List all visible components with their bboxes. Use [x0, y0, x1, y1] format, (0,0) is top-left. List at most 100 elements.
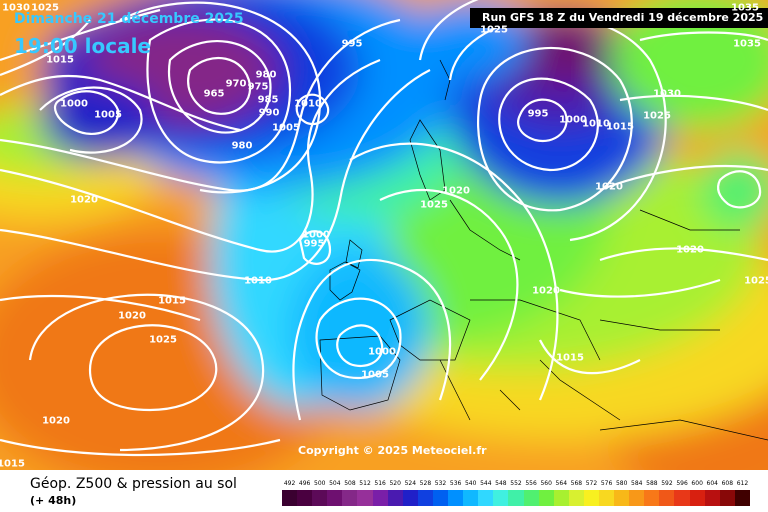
isobar-label: 1020: [42, 415, 70, 427]
scale-swatch: [463, 490, 479, 506]
isobar-label: 985: [257, 94, 279, 106]
isobar-label: 1000: [302, 229, 330, 241]
map-canvas: [0, 0, 768, 470]
scale-tick-label: 592: [661, 480, 673, 487]
scale-tick-label: 572: [585, 480, 598, 487]
scale-tick-label: 556: [525, 480, 537, 487]
isobar-label: 1000: [368, 346, 396, 358]
scale-tick-label: 516: [374, 480, 386, 487]
isobar-label: 1025: [480, 24, 508, 36]
isobar-label: 980: [231, 140, 253, 152]
isobar-label: 1010: [294, 98, 322, 110]
scale-tick-label: 504: [329, 480, 341, 487]
scale-tick-label: 584: [631, 480, 643, 487]
isobar-label: 1030: [2, 2, 30, 14]
scale-swatch: [372, 490, 388, 506]
scale-tick-label: 512: [359, 480, 371, 487]
scale-swatch: [689, 490, 705, 506]
isobar-label: 1015: [556, 352, 584, 364]
scale-swatch: [538, 490, 554, 506]
scale-tick-label: 508: [344, 480, 356, 487]
scale-swatch: [297, 490, 313, 506]
scale-swatch: [583, 490, 599, 506]
isobar-label: 990: [258, 107, 280, 119]
scale-tick-label: 548: [495, 480, 507, 487]
scale-swatch: [719, 490, 735, 506]
isobar-label: 1020: [70, 194, 98, 206]
scale-swatch: [704, 490, 720, 506]
geopotential-map: Dimanche 21 décembre 2025 19:00 locale R…: [0, 0, 768, 470]
scale-swatch: [629, 490, 645, 506]
scale-tick-label: 564: [555, 480, 568, 487]
isobar-label: 1025: [744, 275, 768, 287]
isobar-label: 1035: [733, 38, 761, 50]
map-title: Géop. Z500 & pression au sol: [30, 476, 237, 492]
scale-tick-label: 580: [615, 480, 628, 487]
scale-tick-label: 600: [691, 480, 703, 487]
scale-swatch: [493, 490, 509, 506]
run-label: Run GFS 18 Z du Vendredi 19 décembre 202…: [482, 11, 764, 24]
scale-tick-label: 604: [706, 480, 718, 487]
scale-tick-label: 560: [540, 480, 552, 487]
scale-swatch: [568, 490, 584, 506]
scale-tick-label: 532: [434, 480, 447, 487]
isobar-label: 1025: [643, 110, 671, 122]
scale-swatch: [402, 490, 418, 506]
scale-swatch: [342, 490, 358, 506]
scale-swatch: [508, 490, 524, 506]
scale-tick-label: 540: [464, 480, 477, 487]
isobar-label: 995: [341, 38, 363, 50]
footer-legend: Géop. Z500 & pression au sol (+ 48h) 492…: [0, 470, 768, 512]
isobar-label: 1000: [559, 114, 587, 126]
scale-swatch: [614, 490, 630, 506]
scale-swatch: [327, 490, 343, 506]
isobar-label: 1010: [582, 118, 610, 130]
isobar-label: 1025: [149, 334, 177, 346]
scale-tick-label: 612: [736, 480, 749, 487]
isobar-label: 1005: [272, 122, 300, 134]
isobar-label: 975: [247, 81, 269, 93]
scale-swatch: [432, 490, 449, 506]
scale-swatch: [312, 490, 328, 506]
isobar-label: 965: [203, 88, 225, 100]
isobar-label: 995: [303, 238, 325, 250]
color-scale-bar: [282, 490, 750, 506]
color-scale-labels: 492 496 500 504 508 512 516 520 524 528 532 536 540 5…: [282, 480, 750, 490]
scale-swatch: [282, 490, 298, 506]
isobar-label: 1015: [606, 121, 634, 133]
isobar-label: 1015: [46, 54, 74, 66]
isobar-label: 980: [255, 69, 277, 81]
scale-swatch: [674, 490, 690, 506]
isobar-label: 1025: [31, 2, 59, 14]
geopotential-field: [0, 0, 768, 470]
scale-tick-label: 496: [298, 480, 311, 487]
copyright-text: Copyright © 2025 Meteociel.fr: [298, 444, 487, 457]
isobar-label: 995: [527, 108, 549, 120]
scale-swatch: [553, 490, 569, 506]
isobar-label: 1020: [532, 285, 560, 297]
scale-tick-label: 568: [570, 480, 583, 487]
isobar-label: 1020: [595, 181, 623, 193]
valid-date: Dimanche 21 décembre 2025: [14, 11, 244, 27]
scale-swatch: [417, 490, 433, 506]
isobar-label: 1020: [676, 244, 704, 256]
scale-tick-label: 576: [600, 480, 613, 487]
scale-tick-label: 500: [314, 480, 326, 487]
scale-swatch: [448, 490, 464, 506]
scale-swatch: [478, 490, 494, 506]
run-info-box: Run GFS 18 Z du Vendredi 19 décembre 202…: [470, 8, 768, 28]
scale-tick-label: 536: [449, 480, 462, 487]
scale-tick-label: 524: [404, 480, 417, 487]
isobar-label: 1005: [94, 109, 122, 121]
scale-swatch: [644, 490, 660, 506]
isobar-label: 1010: [244, 275, 272, 287]
isobar-label: 1000: [60, 98, 88, 110]
isobar-label: 1035: [731, 2, 759, 14]
scale-swatch: [598, 490, 615, 506]
scale-swatch: [357, 490, 373, 506]
scale-tick-label: 608: [721, 480, 734, 487]
scale-tick-label: 552: [510, 480, 522, 487]
isobar-label: 1025: [420, 199, 448, 211]
scale-tick-label: 588: [646, 480, 658, 487]
scale-tick-label: 544: [480, 480, 492, 487]
